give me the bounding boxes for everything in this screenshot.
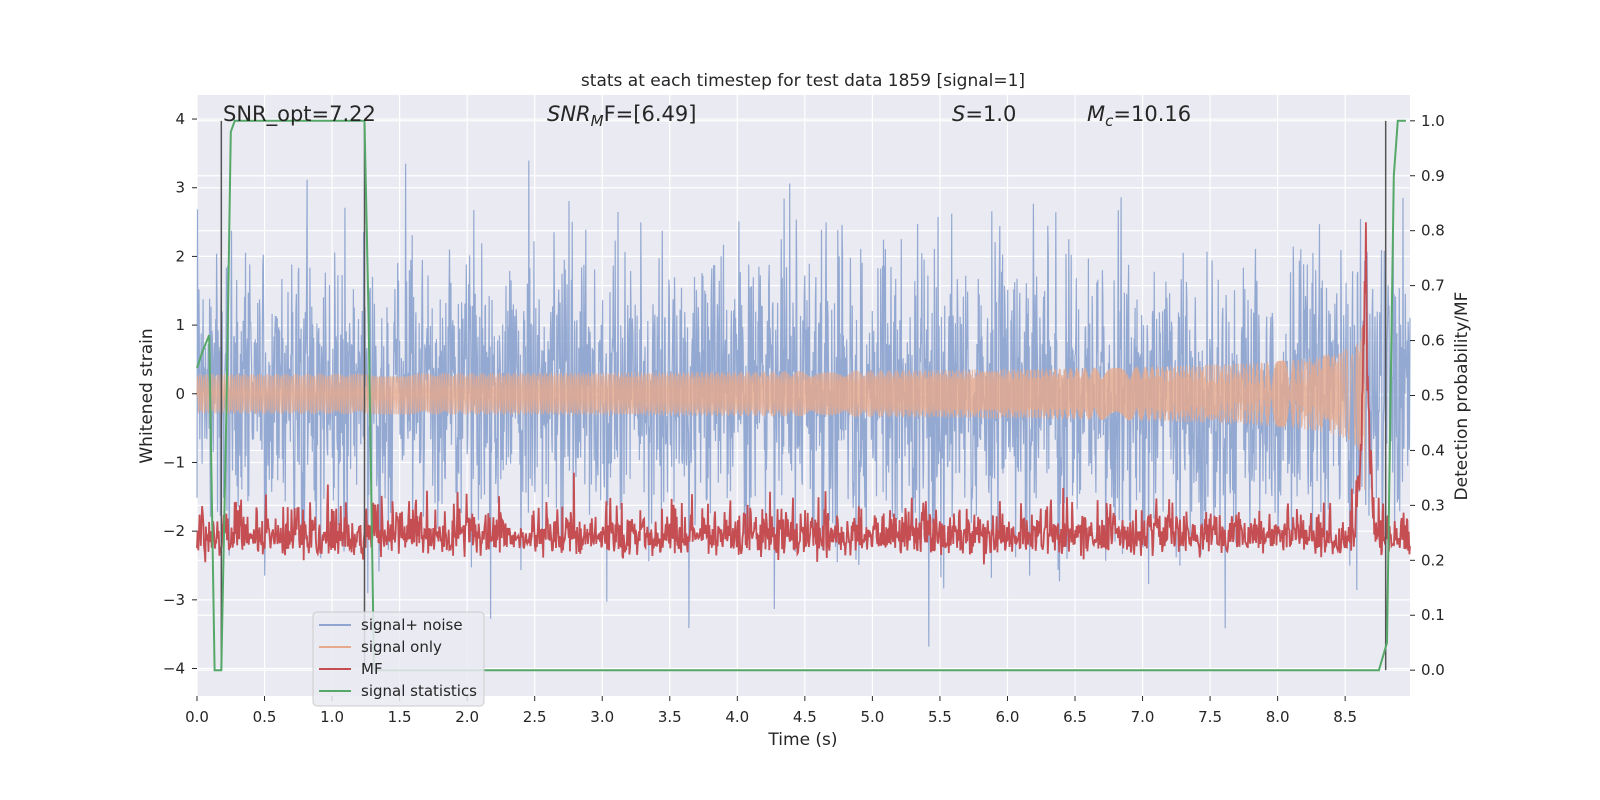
chart-title: stats at each timestep for test data 185… — [581, 71, 1025, 91]
x-tick-label-14: 7.0 — [1131, 708, 1155, 726]
x-axis-ticks: 0.0 0.5 1.0 1.5 2.0 2.5 3.0 3.5 4.0 4.5 5.0 5.5 6.0 6… — [185, 696, 1357, 726]
x-tick-label-0: 0.0 — [185, 708, 209, 726]
x-axis-label: Time (s) — [767, 730, 837, 750]
y2-tick-label-3: 0.3 — [1421, 496, 1445, 514]
y2-axis-ticks: 0.0 0.1 0.2 0.3 0.4 0.5 0.6 0.7 0.8 0.9 1.0 — [1410, 112, 1445, 679]
x-tick-label-11: 5.5 — [928, 708, 952, 726]
annotation-mc-var: M — [1087, 102, 1105, 126]
y-tick-label-6: 2 — [175, 247, 185, 265]
y2-tick-label-6: 0.6 — [1421, 332, 1445, 350]
y2-tick-label-1: 0.1 — [1421, 606, 1445, 624]
signal-statistics-line — [196, 119, 1406, 672]
legend-label-signal-plus-noise: signal+ noise — [361, 616, 463, 634]
y2-tick-label-5: 0.5 — [1421, 387, 1445, 405]
x-tick-label-15: 7.5 — [1198, 708, 1222, 726]
annotation-mc: Mc=10.16 — [1087, 102, 1191, 130]
legend-label-signal-only: signal only — [361, 638, 442, 656]
y2-tick-label-0: 0.0 — [1421, 661, 1445, 679]
y2-tick-label-4: 0.4 — [1421, 441, 1445, 459]
x-tick-label-2: 1.0 — [320, 708, 344, 726]
x-tick-label-4: 2.0 — [455, 708, 479, 726]
legend-box — [312, 611, 485, 707]
annotation-snr-opt: SNR_opt=7.22 — [223, 102, 376, 127]
annotation-s: S=1.0 — [952, 102, 1016, 126]
series-signal-only — [196, 320, 1366, 490]
y-tick-label-0: −4 — [163, 660, 185, 678]
mf-line — [196, 222, 1411, 565]
x-tick-label-17: 8.5 — [1333, 708, 1357, 726]
annotation-s-var: S — [952, 102, 965, 126]
x-tick-label-12: 6.0 — [996, 708, 1020, 726]
annotation-s-value: =1.0 — [965, 102, 1016, 126]
annotation-snr-mf-rest: F=[6.49] — [604, 102, 697, 126]
annotation-mc-value: =10.16 — [1113, 102, 1191, 126]
y2-tick-label-7: 0.7 — [1421, 277, 1445, 295]
x-tick-label-1: 0.5 — [253, 708, 277, 726]
x-tick-label-16: 8.0 — [1266, 708, 1290, 726]
vertical-markers — [220, 120, 1387, 671]
series-signal-statistics — [196, 119, 1406, 672]
x-tick-label-3: 1.5 — [388, 708, 412, 726]
y-tick-label-5: 1 — [175, 316, 185, 334]
y-axis-ticks: −4 −3 −2 −1 0 1 2 3 4 — [163, 110, 197, 678]
x-tick-label-5: 2.5 — [523, 708, 547, 726]
annotation-mc-sub: c — [1105, 112, 1114, 130]
legend-label-signal-statistics: signal statistics — [361, 682, 477, 700]
annotation-snr-mf: SNRMF=[6.49] — [547, 102, 696, 130]
x-tick-label-8: 4.0 — [725, 708, 749, 726]
y2-tick-label-10: 1.0 — [1421, 112, 1445, 130]
x-tick-label-10: 5.0 — [860, 708, 884, 726]
legend: signal+ noise signal only MF signal stat… — [312, 611, 485, 707]
x-tick-label-13: 6.5 — [1063, 708, 1087, 726]
y2-tick-label-9: 0.9 — [1421, 167, 1445, 185]
y2-tick-label-8: 0.8 — [1421, 222, 1445, 240]
x-tick-label-9: 4.5 — [793, 708, 817, 726]
y2-axis-label: Detection probability/MF — [1452, 292, 1472, 501]
y-tick-label-8: 4 — [175, 110, 185, 128]
legend-label-mf: MF — [361, 660, 383, 678]
series-mf — [196, 222, 1411, 565]
y2-tick-label-2: 0.2 — [1421, 551, 1445, 569]
y-tick-label-1: −3 — [163, 591, 185, 609]
y-tick-label-3: −1 — [163, 453, 185, 471]
x-tick-label-7: 3.5 — [658, 708, 682, 726]
annotation-snr-mf-main: SNR — [547, 102, 591, 126]
x-tick-label-6: 3.0 — [590, 708, 614, 726]
signal-only-line — [196, 320, 1366, 490]
annotation-snr-mf-sub: M — [591, 112, 604, 130]
y-axis-label: Whitened strain — [137, 328, 157, 463]
y-tick-label-2: −2 — [163, 522, 185, 540]
y-tick-label-7: 3 — [175, 179, 185, 197]
y-tick-label-4: 0 — [175, 385, 185, 403]
